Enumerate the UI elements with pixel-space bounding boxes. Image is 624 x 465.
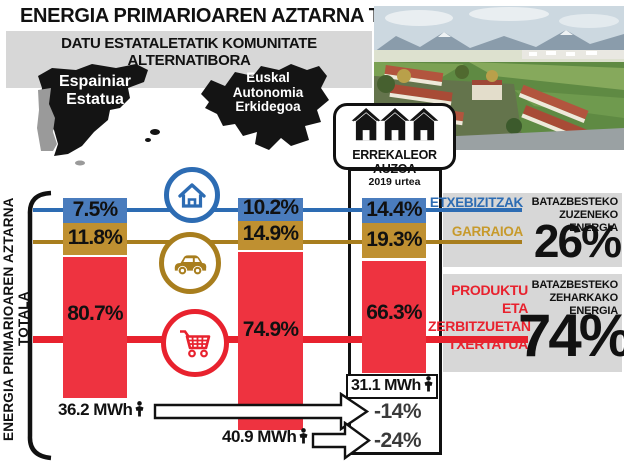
products-label-line2: ZERBITZUETAN xyxy=(428,318,531,334)
products-label-line3: TXERTATUA xyxy=(448,336,528,352)
cart-icon xyxy=(180,330,211,358)
houses-icon xyxy=(351,108,438,141)
transport-icon-circle xyxy=(159,232,221,294)
direct-label-line2: ZUZENEKO ENERGIA xyxy=(559,209,618,234)
buildings-right xyxy=(518,84,595,145)
badge-year: 2019 urtea xyxy=(368,176,421,188)
total-errekaleor-value: 31.1 MWh xyxy=(351,377,421,394)
bar-errekaleor-transport xyxy=(362,223,426,258)
legend-transport-label: GARRAIOA xyxy=(451,224,523,239)
spain-label-line1: Espainiar xyxy=(58,73,132,90)
direct-energy-value: 26% xyxy=(533,215,622,267)
portugal-shape xyxy=(37,88,57,151)
delta-arrow-spain xyxy=(153,392,370,432)
spain-label-line2: Estatua xyxy=(66,91,124,108)
total-eae-value: 40.9 MWh xyxy=(222,427,297,446)
indirect-label-line1: BATAZBESTEKO xyxy=(531,279,619,291)
pct-errekaleor-products: 66.3% xyxy=(366,301,422,324)
indirect-label-line3: ENERGIA xyxy=(569,305,618,317)
car-icon xyxy=(174,255,207,275)
indirect-label-line2: ZEHARKAKO xyxy=(549,292,619,304)
direct-label-line1: BATAZBESTEKO xyxy=(531,196,619,208)
bar-eae-transport xyxy=(238,221,303,250)
errekaleor-badge: ERREKALEOR AUZOA 2019 urtea xyxy=(333,103,456,188)
y-axis-label: ENERGIA PRIMARIOAREN AZTARNA TOTALA xyxy=(1,197,31,441)
page-subtitle: DATU ESTATALETATIK KOMUNITATE ALTERNATIB… xyxy=(61,35,317,69)
person-icon xyxy=(424,376,433,392)
basque-map: Euskal Autonomia Erkidegoa xyxy=(195,60,333,160)
pct-eae-transport: 14.9% xyxy=(242,222,299,245)
bar-eae-products xyxy=(238,252,303,430)
total-errekaleor: 31.1 MWh xyxy=(346,374,438,399)
products-label-line1: PRODUKTU ETA xyxy=(451,282,528,316)
pct-spain-transport: 11.8% xyxy=(67,226,123,249)
indirect-energy-value: 74% xyxy=(518,302,624,369)
axis-bracket xyxy=(27,190,52,461)
bar-errekaleor-products xyxy=(362,261,426,373)
delta-arrow-eae xyxy=(311,421,371,461)
indirect-energy-label: BATAZBESTEKO ZEHARKAKO ENERGIA xyxy=(528,279,619,318)
basque-map-shape xyxy=(201,64,329,150)
pct-errekaleor-transport: 19.3% xyxy=(366,228,422,251)
pct-errekaleor-housing: 14.4% xyxy=(366,198,422,221)
badge-title: ERREKALEOR AUZOA xyxy=(352,148,437,176)
spain-map-label: Espainiar Estatua xyxy=(52,73,138,109)
bar-errekaleor-housing xyxy=(362,198,426,223)
bar-eae-housing xyxy=(238,198,303,221)
total-spain-value: 36.2 MWh xyxy=(58,400,133,419)
bar-spain-transport xyxy=(63,223,127,255)
bar-spain-products xyxy=(63,257,127,398)
indirect-energy-box xyxy=(443,274,622,372)
total-spain: 36.2 MWh xyxy=(58,400,145,420)
basque-label-line1: Euskal xyxy=(246,70,290,85)
legend-housing-label: ETXEBIZITZAK xyxy=(429,195,523,210)
direct-energy-box xyxy=(443,193,622,267)
pct-spain-products: 80.7% xyxy=(67,302,123,325)
delta-vs-spain: -14% xyxy=(374,400,422,423)
spain-map: Espainiar Estatua xyxy=(24,58,164,168)
delta-vs-eae: -24% xyxy=(374,429,422,452)
page-title: ENERGIA PRIMARIOAREN AZTARNA TOTALA xyxy=(20,5,447,27)
pct-eae-housing: 10.2% xyxy=(242,196,299,219)
person-icon xyxy=(135,401,144,417)
basque-map-label: Euskal Autonomia Erkidegoa xyxy=(225,70,311,115)
person-icon xyxy=(299,428,308,444)
pct-spain-housing: 7.5% xyxy=(72,198,118,221)
legend-products-label: PRODUKTU ETA ZERBITZUETAN TXERTATUA xyxy=(428,281,531,353)
bar-spain-housing xyxy=(63,198,127,223)
spain-map-shape xyxy=(37,64,160,166)
house-icon xyxy=(178,183,206,208)
basque-label-line3: Erkidegoa xyxy=(235,99,301,114)
housing-icon-circle xyxy=(164,167,220,223)
products-icon-circle xyxy=(161,309,229,377)
pct-eae-products: 74.9% xyxy=(242,318,299,341)
direct-energy-label: BATAZBESTEKO ZUZENEKO ENERGIA xyxy=(528,196,619,235)
total-eae: 40.9 MWh xyxy=(222,427,309,447)
basque-label-line2: Autonomia xyxy=(232,84,304,100)
